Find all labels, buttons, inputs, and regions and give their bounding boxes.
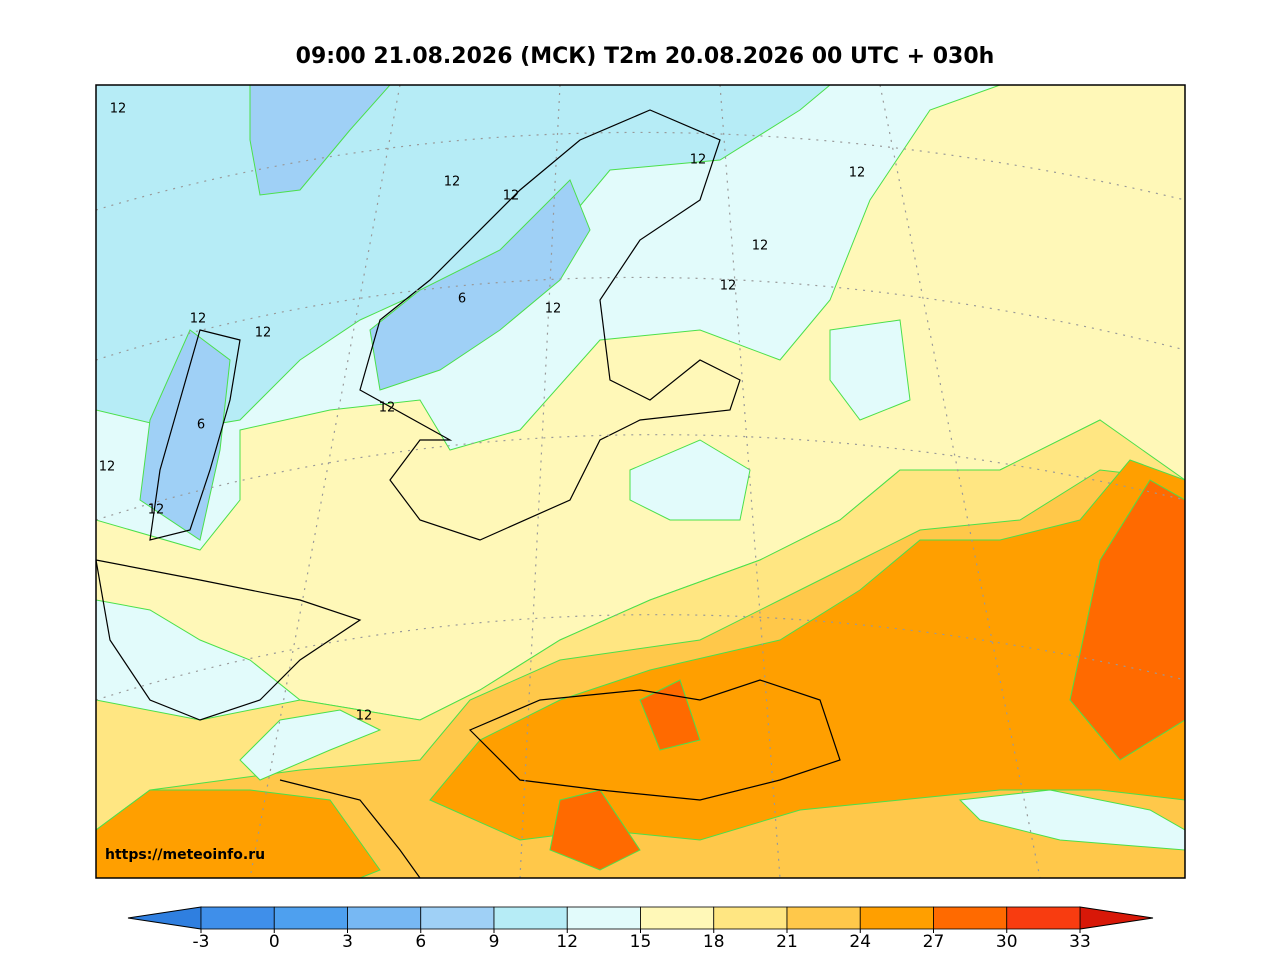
contour-label: 12 — [690, 153, 707, 168]
colorbar-segment — [640, 906, 715, 930]
zone — [1069, 479, 1185, 761]
contour-label: 12 — [503, 189, 520, 204]
zone — [829, 319, 911, 421]
coastline — [96, 109, 841, 878]
zone — [139, 329, 231, 541]
contour-label: 12 — [379, 401, 396, 416]
colorbar-segment — [859, 906, 934, 930]
contour-label: 12 — [356, 709, 373, 724]
map: 12 12 12 12 12 12 12 12 6 12 12 12 6 12 12 12 https://m… — [96, 85, 1185, 878]
colorbar-tick-label: 15 — [630, 932, 652, 952]
contour-label: 12 — [720, 279, 737, 294]
colorbar-segment — [713, 906, 788, 930]
colorbar-tick-label: 24 — [849, 932, 871, 952]
colorbar-segment — [273, 906, 348, 930]
contour-label: 12 — [99, 460, 116, 475]
zone — [958, 789, 1185, 851]
colorbar-segment — [493, 906, 568, 930]
zone — [549, 789, 641, 871]
colorbar-segment — [933, 906, 1008, 930]
colorbar-tick-label: 21 — [776, 932, 798, 952]
contour-label: 12 — [190, 312, 207, 327]
colorbar-tick-label: 3 — [342, 932, 353, 952]
map-title: 09:00 21.08.2026 (МСК) T2m 20.08.2026 00… — [296, 44, 995, 69]
colorbar-tick-label: 33 — [1069, 932, 1091, 952]
colorbar-tick-label: 6 — [415, 932, 426, 952]
contour-label: 12 — [849, 166, 866, 181]
zone — [96, 789, 381, 878]
colorbar-extend — [1079, 906, 1154, 930]
colorbar-segment — [566, 906, 641, 930]
contour-label: 12 — [444, 175, 461, 190]
source-url[interactable]: https://meteoinfo.ru — [105, 847, 265, 863]
contour-label: 6 — [458, 292, 466, 307]
colorbar-segment — [200, 906, 275, 930]
colorbar-tick-label: 0 — [269, 932, 280, 952]
contour-label: 12 — [110, 102, 127, 117]
zone — [239, 709, 382, 781]
contour-label: 12 — [545, 302, 562, 317]
colorbar-tick-label: -3 — [193, 932, 210, 952]
colorbar-tick-label: 27 — [923, 932, 945, 952]
colorbar-segment — [1006, 906, 1081, 930]
contour-label: 12 — [148, 503, 165, 518]
zone — [429, 459, 1185, 841]
contour-label: 12 — [752, 239, 769, 254]
colorbar: -3 0 3 6 9 12 15 18 21 24 27 30 33 — [127, 906, 1154, 952]
colorbar-extend — [127, 906, 202, 930]
colorbar-tick-label: 12 — [556, 932, 578, 952]
colorbar-segment — [786, 906, 861, 930]
zone — [369, 179, 591, 391]
colorbar-tick-label: 9 — [489, 932, 500, 952]
colorbar-segment — [420, 906, 495, 930]
zone — [629, 439, 751, 521]
colorbar-tick-label: 30 — [996, 932, 1018, 952]
contour-label: 6 — [197, 418, 205, 433]
colorbar-segment — [347, 906, 422, 930]
map-frame — [95, 84, 1186, 879]
contour-label: 12 — [255, 326, 272, 341]
colorbar-tick-label: 18 — [703, 932, 725, 952]
zone — [249, 85, 391, 196]
